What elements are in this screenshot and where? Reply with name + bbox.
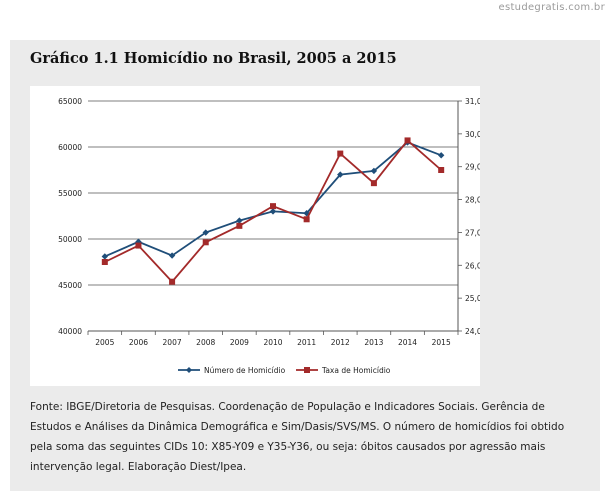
y-left-tick-label: 65000 [58, 97, 82, 106]
x-tick-label: 2006 [129, 338, 148, 347]
y-right-tick-label: 24,0 [465, 327, 480, 336]
y-left-tick-label: 55000 [58, 189, 82, 198]
data-point-count [101, 253, 109, 260]
legend-count-label: Número de Homicídio [204, 366, 286, 375]
data-point-count [437, 152, 445, 159]
legend-count-marker [186, 367, 192, 373]
data-point-rate [270, 203, 276, 210]
watermark: estudegratis.com.br [498, 2, 605, 13]
data-point-rate [337, 150, 344, 157]
y-left-tick-label: 60000 [58, 143, 82, 152]
data-point-rate [202, 239, 209, 246]
legend-rate-label: Taxa de Homicídio [321, 366, 391, 375]
x-tick-label: 2015 [432, 338, 451, 347]
y-right-tick-label: 27,0 [465, 228, 480, 237]
data-point-rate [370, 180, 377, 187]
x-tick-label: 2010 [263, 338, 282, 347]
source-note: Fonte: IBGE/Diretoria de Pesquisas. Coor… [30, 401, 565, 473]
data-point-rate [101, 259, 108, 265]
y-left-tick-label: 45000 [58, 281, 82, 290]
y-left-tick-label: 50000 [58, 235, 82, 244]
data-point-count [269, 208, 277, 215]
data-point-count [236, 217, 243, 224]
data-point-rate [303, 216, 310, 223]
homicide-line-chart: 40000 45000 50000 55000 60000 65000 24,0 25,0 26… [58, 97, 480, 375]
y-right-tick-label: 29,0 [465, 163, 480, 172]
y-right-tick-label: 28,0 [465, 196, 480, 205]
data-point-count [337, 171, 344, 178]
y-right-tick-label: 25,0 [465, 294, 480, 303]
x-tick-label: 2009 [230, 338, 249, 347]
figure-panel: Gráfico 1.1 Homicídio no Brasil, 2005 a … [10, 40, 600, 491]
x-tick-label: 2013 [364, 338, 383, 347]
y-right-tick-label: 26,0 [465, 261, 480, 270]
data-point-count [168, 252, 176, 259]
y-right-tick-label: 30,0 [465, 130, 480, 139]
x-tick-label: 2007 [163, 338, 182, 347]
data-point-count [202, 229, 209, 236]
y-right-tick-label: 31,0 [465, 97, 480, 106]
legend-rate-marker [304, 367, 310, 373]
x-tick-label: 2005 [95, 338, 114, 347]
chart-area: 40000 45000 50000 55000 60000 65000 24,0 25,0 26… [30, 86, 480, 386]
data-point-rate [169, 278, 176, 285]
x-tick-label: 2008 [196, 338, 215, 347]
figure-title: Gráfico 1.1 Homicídio no Brasil, 2005 a … [30, 50, 397, 67]
x-tick-label: 2014 [398, 338, 417, 347]
data-point-count [370, 167, 378, 175]
data-point-rate [404, 137, 411, 144]
x-tick-label: 2012 [331, 338, 350, 347]
data-point-rate [236, 222, 243, 229]
data-point-rate [438, 167, 445, 173]
y-left-tick-label: 40000 [58, 327, 82, 336]
data-point-rate [135, 242, 142, 249]
x-tick-label: 2011 [297, 338, 316, 347]
